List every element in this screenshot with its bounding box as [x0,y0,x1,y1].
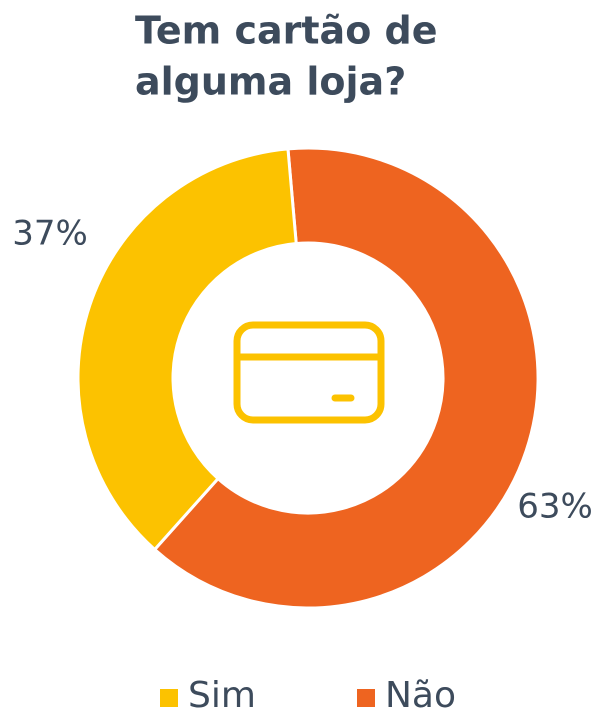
data-label: 37% [12,214,88,254]
donut-slice [152,146,540,610]
chart-title: Tem cartão de [135,9,438,53]
chart-title: alguma loja? [135,60,406,104]
legend-swatch [357,689,375,707]
legend-label: Não [385,675,456,715]
donut-slice [76,147,298,552]
legend-label: Sim [188,675,256,715]
legend-swatch [160,689,178,707]
donut [76,146,540,610]
card-outline [233,321,385,424]
card-icon [233,321,385,424]
data-label: 63% [517,487,593,527]
